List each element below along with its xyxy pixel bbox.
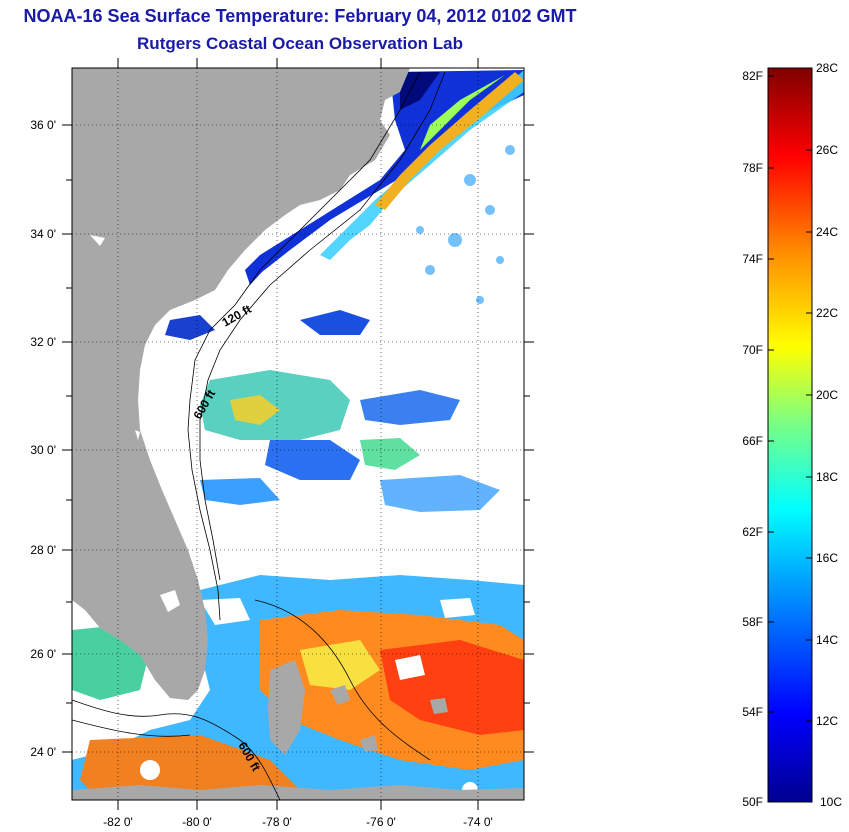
lat-label-36: 36 0' [30, 118, 56, 132]
lon-label-78: -78 0' [262, 815, 292, 829]
cb-f-62: 62F [742, 525, 763, 539]
cb-c-26: 26C [816, 143, 838, 157]
cb-f-54: 54F [742, 705, 763, 719]
cb-c-14: 14C [816, 633, 838, 647]
cb-c-10: 10C [820, 795, 842, 809]
landmass [72, 68, 524, 800]
lat-label-28: 28 0' [30, 543, 56, 557]
lat-label-30: 30 0' [30, 443, 56, 457]
isobaths [72, 71, 446, 800]
cb-f-82: 82F [742, 69, 763, 83]
cb-f-50: 50F [742, 795, 763, 809]
cb-c-20: 20C [816, 388, 838, 402]
lakes [90, 235, 180, 612]
cb-c-18: 18C [816, 470, 838, 484]
graticule [72, 68, 524, 800]
lon-label-82: -82 0' [103, 815, 133, 829]
cb-f-70: 70F [742, 343, 763, 357]
plot-frame [71, 67, 525, 801]
lat-label-32: 32 0' [30, 335, 56, 349]
cb-f-74: 74F [742, 252, 763, 266]
lat-label-26: 26 0' [30, 647, 56, 661]
lon-label-76: -76 0' [366, 815, 396, 829]
cb-c-22: 22C [816, 306, 838, 320]
lon-label-80: -80 0' [182, 815, 212, 829]
colorbar [767, 67, 813, 803]
cb-f-78: 78F [742, 161, 763, 175]
map-title: NOAA-16 Sea Surface Temperature: Februar… [23, 6, 577, 26]
cb-c-28: 28C [816, 61, 838, 75]
cb-c-12: 12C [816, 714, 838, 728]
cb-c-16: 16C [816, 551, 838, 565]
axis-ticks [62, 58, 534, 810]
lat-label-24: 24 0' [30, 745, 56, 759]
cb-f-66: 66F [742, 434, 763, 448]
colorbar-ticks [768, 67, 812, 722]
map-subtitle: Rutgers Coastal Ocean Observation Lab [137, 34, 463, 53]
lat-label-34: 34 0' [30, 227, 56, 241]
cb-c-24: 24C [816, 225, 838, 239]
lon-label-74: -74 0' [463, 815, 493, 829]
cb-f-58: 58F [742, 615, 763, 629]
